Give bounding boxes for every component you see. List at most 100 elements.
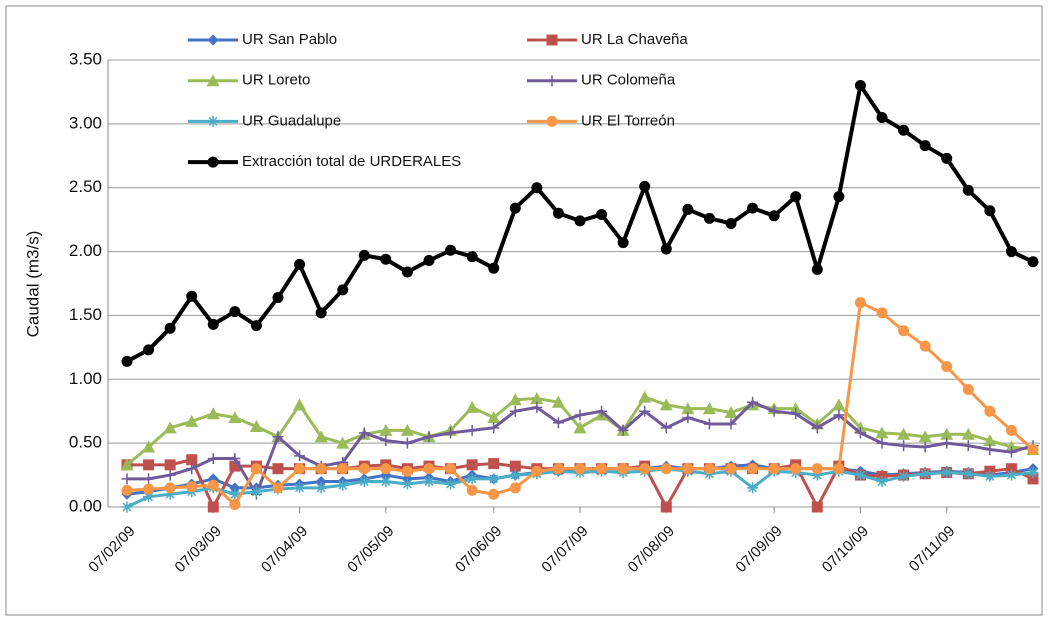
marker — [552, 417, 564, 429]
marker — [445, 244, 457, 256]
marker — [898, 440, 910, 452]
marker — [380, 253, 392, 265]
marker — [337, 284, 349, 296]
marker — [207, 34, 219, 46]
marker — [876, 307, 888, 319]
marker — [143, 459, 155, 471]
marker — [466, 473, 478, 485]
marker — [790, 408, 802, 420]
marker — [531, 401, 543, 413]
marker — [121, 355, 133, 367]
marker — [854, 297, 866, 309]
marker — [660, 243, 672, 255]
marker — [315, 482, 327, 494]
marker — [768, 405, 780, 417]
marker — [682, 203, 694, 215]
marker — [207, 156, 219, 168]
legend-label: UR El Torreón — [581, 112, 675, 129]
marker — [725, 463, 737, 475]
marker — [423, 255, 435, 267]
marker — [596, 209, 608, 221]
marker — [531, 465, 543, 477]
marker — [725, 217, 737, 229]
marker — [401, 465, 413, 477]
legend-label: UR Guadalupe — [242, 112, 341, 129]
series — [121, 80, 1039, 367]
marker — [250, 463, 262, 475]
marker — [401, 437, 413, 449]
marker — [142, 440, 156, 453]
marker — [488, 422, 500, 434]
legend-label: UR Colomeña — [581, 72, 676, 89]
series — [121, 297, 1039, 510]
marker — [854, 80, 866, 92]
marker — [401, 478, 413, 490]
marker — [120, 458, 134, 471]
marker — [509, 202, 521, 214]
marker — [164, 488, 176, 500]
marker — [962, 184, 974, 196]
y-tick-label: 1.50 — [69, 305, 102, 324]
marker — [294, 463, 306, 475]
marker — [466, 251, 478, 263]
marker — [789, 402, 803, 415]
marker — [1027, 444, 1039, 456]
marker — [919, 340, 931, 352]
marker — [638, 390, 652, 403]
marker — [315, 307, 327, 319]
marker — [400, 423, 414, 436]
marker — [380, 475, 392, 487]
marker — [552, 207, 564, 219]
marker — [121, 484, 133, 496]
marker — [682, 412, 694, 424]
marker — [121, 473, 133, 485]
marker — [530, 391, 544, 404]
marker — [336, 436, 350, 449]
marker — [272, 463, 284, 475]
marker — [659, 398, 673, 411]
marker — [207, 501, 219, 513]
marker — [337, 479, 349, 491]
marker — [962, 468, 974, 480]
marker — [768, 210, 780, 222]
marker — [639, 463, 651, 475]
marker — [919, 468, 931, 480]
marker — [552, 463, 564, 475]
marker — [207, 452, 219, 464]
marker — [466, 424, 478, 436]
marker — [596, 405, 608, 417]
marker — [660, 463, 672, 475]
series — [121, 396, 1039, 500]
marker — [185, 414, 199, 427]
marker — [984, 405, 996, 417]
marker — [747, 463, 759, 475]
marker — [811, 469, 823, 481]
marker — [466, 459, 478, 471]
marker — [445, 478, 457, 490]
marker — [703, 463, 715, 475]
marker — [875, 426, 889, 439]
marker — [940, 427, 954, 440]
marker — [833, 463, 845, 475]
marker — [380, 435, 392, 447]
marker — [811, 463, 823, 475]
marker — [1027, 256, 1039, 268]
marker — [272, 431, 284, 443]
marker — [962, 440, 974, 452]
marker — [358, 475, 370, 487]
marker — [919, 441, 931, 453]
marker — [163, 421, 177, 434]
marker — [164, 459, 176, 471]
marker — [724, 405, 738, 418]
marker — [250, 486, 262, 498]
marker — [551, 395, 565, 408]
y-tick-label: 2.50 — [69, 177, 102, 196]
marker — [229, 488, 241, 500]
marker — [961, 427, 975, 440]
marker — [983, 434, 997, 447]
marker — [229, 306, 241, 318]
marker — [811, 501, 823, 513]
marker — [380, 463, 392, 475]
marker — [681, 402, 695, 415]
